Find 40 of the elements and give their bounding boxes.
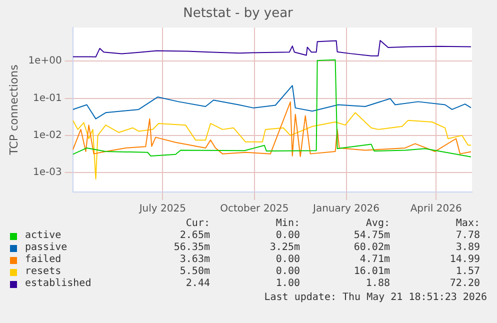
text: Max:: [454, 218, 480, 230]
text: 0.00: [274, 266, 300, 278]
x-tick-label: January 2026: [312, 204, 380, 215]
text: Cur:: [184, 218, 210, 230]
text: 0.00: [274, 254, 300, 266]
y-axis-title: TCP connections: [7, 64, 20, 156]
x-tick-label: July 2025: [138, 204, 186, 215]
text: Avg:: [364, 218, 390, 230]
text: 5.50m: [178, 266, 210, 278]
text: 1.57: [454, 266, 480, 278]
text: Last update: Thu May 21 18:51:23 2026: [264, 292, 487, 303]
text: 72.20: [448, 278, 480, 290]
text: 2.65m: [178, 230, 210, 242]
legend-label: active: [24, 230, 62, 242]
text: 2.44: [184, 278, 210, 290]
chart-title: Netstat - by year: [183, 6, 294, 22]
x-tick-label: October 2025: [220, 204, 289, 215]
text: 3.25m: [268, 242, 300, 254]
x-tick-label: April 2026: [410, 204, 462, 215]
y-tick-label: 1e-01: [32, 92, 62, 104]
text: 60.02m: [352, 242, 390, 254]
legend-label: passive: [24, 242, 68, 254]
legend-label: established: [24, 278, 92, 290]
text: 3.89: [454, 242, 480, 254]
legend-label: resets: [24, 266, 62, 278]
text: 14.99: [448, 254, 480, 266]
text: Min:: [274, 218, 300, 230]
y-tick-label: 1e+00: [28, 56, 62, 67]
text: 3.63m: [178, 254, 210, 266]
text: 7.78: [454, 230, 480, 242]
y-tick-label: 1e-02: [32, 130, 62, 142]
legend-label: failed: [24, 254, 62, 266]
text: 1.00: [274, 278, 300, 290]
text: 4.71m: [358, 254, 390, 266]
text: 16.01m: [352, 266, 390, 278]
text: 56.35m: [172, 242, 210, 254]
text: 54.75m: [352, 230, 390, 242]
text: 1.88: [364, 278, 390, 290]
y-tick-label: 1e-03: [32, 167, 62, 178]
text: 0.00: [274, 230, 300, 242]
